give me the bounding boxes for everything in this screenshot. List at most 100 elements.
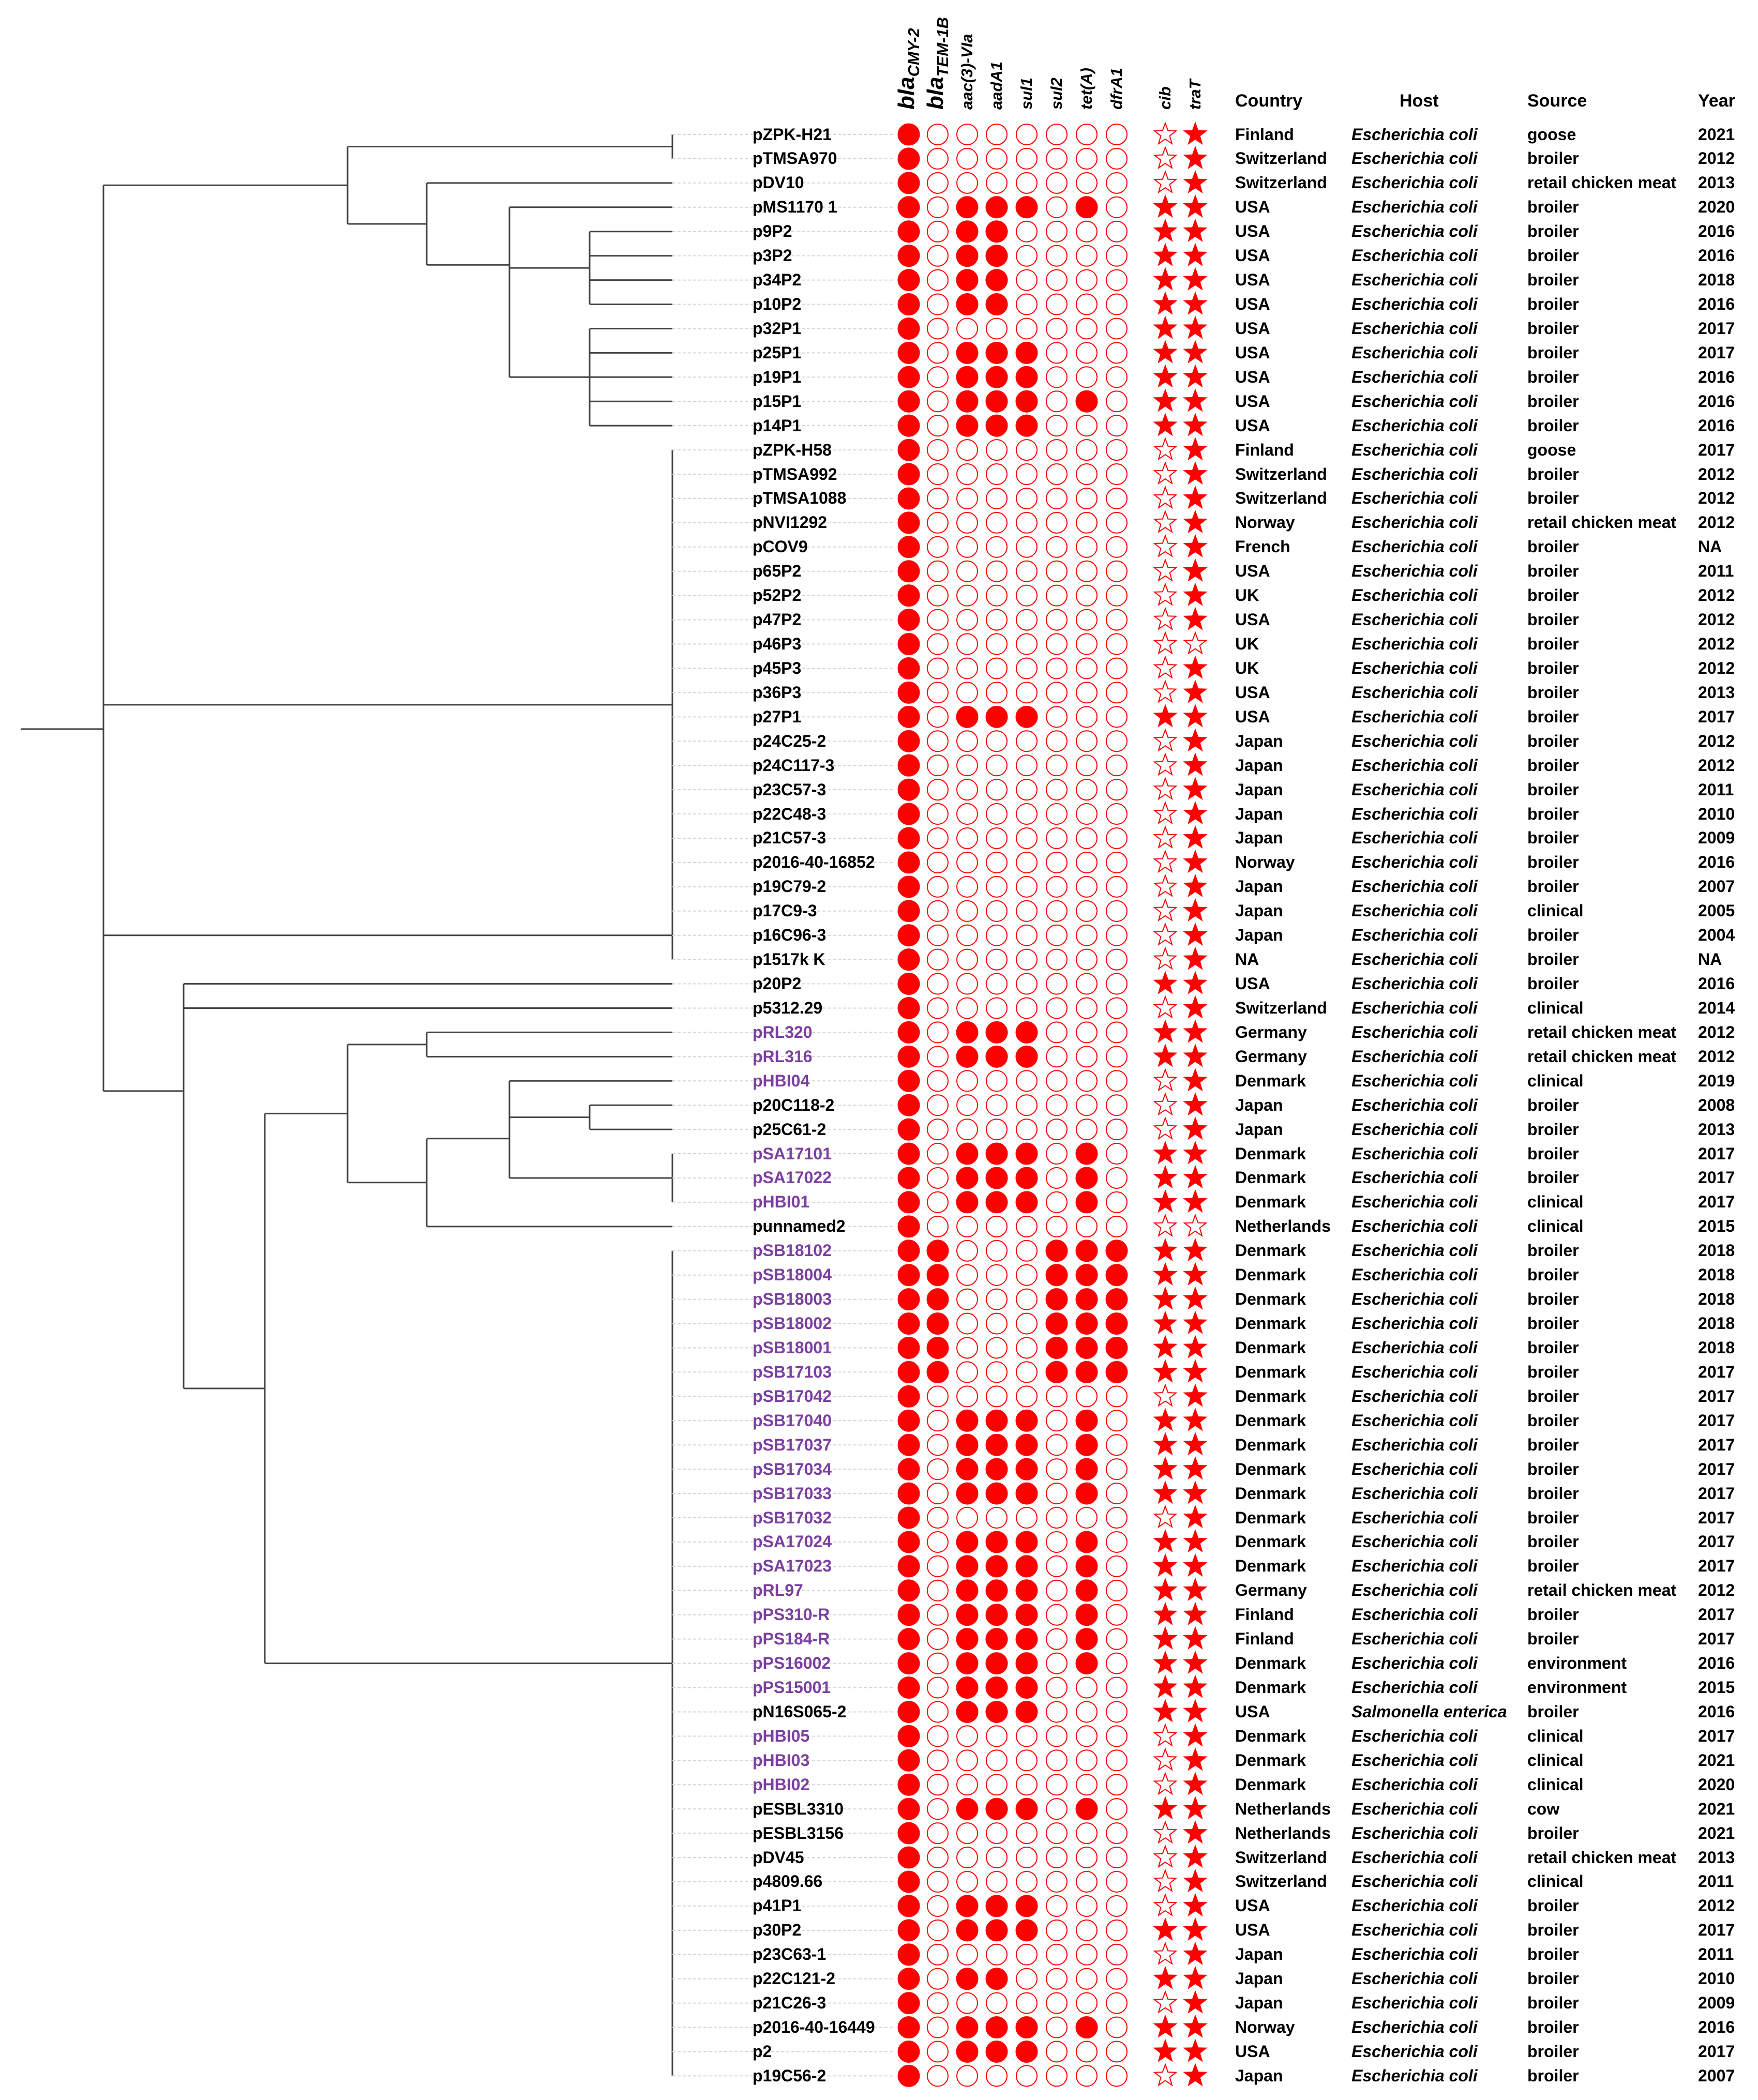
filled-circle-icon xyxy=(1015,2040,1038,2063)
empty-circle-icon xyxy=(1016,1385,1038,1408)
empty-circle-icon xyxy=(956,657,978,679)
country-cell: USA xyxy=(1235,1702,1270,1721)
empty-circle-icon xyxy=(927,1895,949,1917)
filled-circle-icon xyxy=(897,487,920,510)
country-cell: Netherlands xyxy=(1235,1217,1331,1236)
empty-circle-icon xyxy=(956,560,978,582)
filled-circle-icon xyxy=(897,172,920,194)
filled-star-icon xyxy=(1183,1772,1208,1795)
filled-circle-icon xyxy=(985,1531,1008,1553)
empty-circle-icon xyxy=(986,1870,1008,1893)
source-cell: clinical xyxy=(1527,1217,1584,1236)
filled-star-icon xyxy=(1183,340,1208,364)
empty-circle-icon xyxy=(1046,1434,1068,1456)
filled-circle-icon xyxy=(1105,1361,1128,1383)
filled-circle-icon xyxy=(1015,1895,1038,1917)
empty-circle-icon xyxy=(1046,609,1068,631)
host-cell: Escherichia coli xyxy=(1351,1678,1478,1697)
empty-circle-icon xyxy=(1106,2016,1128,2038)
gene-header-3: aac(3)-VIa xyxy=(958,34,976,110)
filled-circle-icon xyxy=(956,1409,979,1432)
filled-star-icon xyxy=(1183,145,1208,170)
filled-circle-icon xyxy=(1075,1337,1098,1359)
host-cell: Escherichia coli xyxy=(1351,1386,1478,1406)
empty-circle-icon xyxy=(1016,463,1038,486)
source-cell: broiler xyxy=(1527,707,1579,726)
empty-circle-icon xyxy=(1106,172,1128,194)
filled-circle-icon xyxy=(985,293,1008,316)
empty-circle-icon xyxy=(956,1070,978,1092)
empty-circle-icon xyxy=(1106,754,1128,777)
filled-circle-icon xyxy=(1075,1797,1098,1820)
empty-circle-icon xyxy=(986,147,1008,170)
filled-star-icon xyxy=(1183,1796,1208,1820)
empty-circle-icon xyxy=(1076,1919,1098,1941)
empty-circle-icon xyxy=(1016,779,1038,801)
year-cell: 2005 xyxy=(1698,901,1735,920)
filled-star-icon xyxy=(1153,1262,1178,1286)
empty-circle-icon xyxy=(986,924,1008,946)
country-cell: French xyxy=(1235,537,1290,556)
country-cell: USA xyxy=(1235,610,1270,629)
empty-circle-icon xyxy=(927,1652,949,1674)
filled-circle-icon xyxy=(1075,1142,1098,1165)
empty-circle-icon xyxy=(956,124,978,145)
country-cell: Germany xyxy=(1235,1581,1307,1600)
plasmid-label: pSB17042 xyxy=(753,1386,832,1406)
filled-star-icon xyxy=(1183,1359,1208,1383)
gene-header-1: blaCMY-2 xyxy=(894,28,923,110)
empty-circle-icon xyxy=(1106,2041,1128,2063)
empty-circle-icon xyxy=(927,1822,949,1845)
empty-circle-icon xyxy=(956,900,978,922)
host-cell: Escherichia coli xyxy=(1351,634,1478,654)
empty-circle-icon xyxy=(1016,803,1038,825)
filled-circle-icon xyxy=(956,705,979,728)
filled-circle-icon xyxy=(897,948,920,971)
source-cell: broiler xyxy=(1527,1144,1579,1163)
source-cell: goose xyxy=(1527,440,1576,459)
source-cell: broiler xyxy=(1527,1993,1579,2013)
plasmid-label: pRL316 xyxy=(753,1047,813,1066)
empty-circle-icon xyxy=(1016,1312,1038,1335)
empty-star-icon xyxy=(1153,558,1178,582)
empty-circle-icon xyxy=(927,1870,949,1893)
filled-circle-icon xyxy=(985,1968,1008,1990)
empty-circle-icon xyxy=(1046,342,1068,364)
empty-circle-icon xyxy=(1046,1070,1068,1092)
filled-star-icon xyxy=(1183,1165,1208,1189)
filled-circle-icon xyxy=(897,996,920,1019)
source-cell: broiler xyxy=(1527,1120,1579,1139)
host-cell: Escherichia coli xyxy=(1351,974,1478,993)
filled-circle-icon xyxy=(1015,341,1038,364)
host-header: Host xyxy=(1400,91,1439,111)
filled-star-icon xyxy=(1153,971,1178,994)
filled-star-icon xyxy=(1183,1626,1208,1650)
host-cell: Escherichia coli xyxy=(1351,1629,1478,1649)
empty-circle-icon xyxy=(1106,827,1128,849)
empty-star-icon xyxy=(1153,1723,1178,1747)
host-cell: Escherichia coli xyxy=(1351,367,1478,386)
filled-star-icon xyxy=(1153,1019,1178,1043)
empty-star-icon xyxy=(1153,437,1178,461)
country-cell: Denmark xyxy=(1235,1168,1306,1187)
filled-circle-icon xyxy=(985,366,1008,388)
plasmid-label: punnamed2 xyxy=(753,1217,846,1236)
empty-circle-icon xyxy=(1106,1410,1128,1432)
country-cell: Japan xyxy=(1235,2066,1283,2085)
empty-circle-icon xyxy=(1106,1604,1128,1626)
filled-circle-icon xyxy=(897,1725,920,1747)
source-cell: retail chicken meat xyxy=(1527,1848,1677,1867)
filled-circle-icon xyxy=(985,1797,1008,1820)
empty-circle-icon xyxy=(1106,536,1128,558)
empty-circle-icon xyxy=(1106,390,1128,413)
source-cell: broiler xyxy=(1527,804,1579,823)
empty-circle-icon xyxy=(1046,1021,1068,1044)
empty-circle-icon xyxy=(1106,900,1128,922)
host-cell: Escherichia coli xyxy=(1351,1508,1478,1527)
plasmid-label: p2 xyxy=(753,2042,772,2061)
year-cell: 2018 xyxy=(1698,1338,1735,1357)
host-cell: Escherichia coli xyxy=(1351,707,1478,726)
country-cell: Denmark xyxy=(1235,1241,1306,1260)
gene-header-6: sul2 xyxy=(1047,78,1065,110)
country-cell: Denmark xyxy=(1235,1192,1306,1212)
